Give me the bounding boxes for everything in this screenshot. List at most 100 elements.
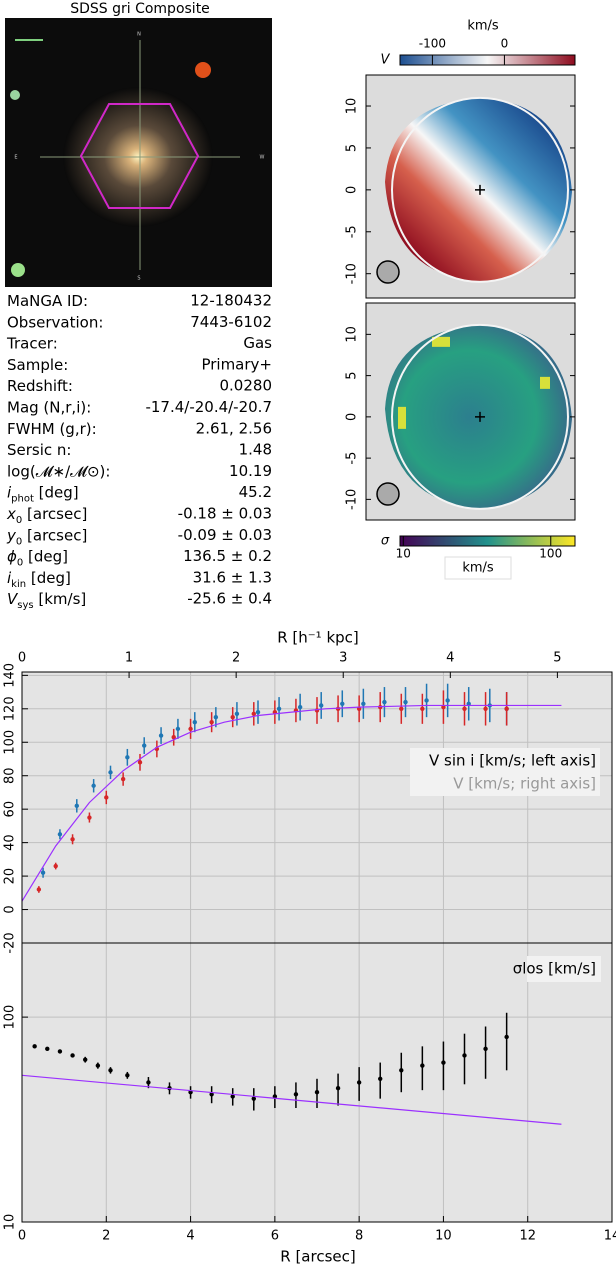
data-point	[483, 1046, 488, 1052]
y-tick-label: 0	[3, 905, 18, 913]
y-tick-label: 0	[345, 413, 360, 421]
info-value: 2.61, 2.56	[196, 419, 272, 437]
info-label: x0 [arcsec]	[6, 505, 87, 526]
data-point	[57, 832, 63, 837]
x2-tick-label: 5	[553, 651, 561, 666]
y-tick-label: 80	[3, 767, 18, 784]
y-tick-label: 100	[3, 730, 18, 755]
data-point	[319, 703, 324, 708]
label-text: Tracer:	[6, 334, 58, 352]
info-label: log(𝓜∗/𝓜⊙):	[7, 462, 110, 480]
x2-tick-label: 4	[446, 651, 454, 666]
info-label: MaNGA ID:	[7, 292, 88, 310]
x-tick-label: 8	[355, 1229, 363, 1244]
model-line	[21, 1074, 562, 1125]
x2-axis-label: R [h⁻¹ kpc]	[277, 629, 359, 647]
data-point	[335, 1085, 341, 1091]
info-value: -0.09 ± 0.03	[178, 526, 272, 544]
y-tick-label: 60	[3, 801, 18, 818]
data-point	[209, 719, 214, 725]
label-unit: [deg]	[34, 483, 79, 501]
y-tick-label: 10	[345, 326, 360, 343]
data-point	[293, 1092, 299, 1097]
data-point	[403, 699, 408, 705]
y-tick-label: -20	[3, 932, 18, 953]
beam	[376, 482, 400, 506]
data-point	[146, 1080, 151, 1085]
data-point	[356, 1080, 362, 1085]
data-point	[462, 706, 467, 712]
compass: E	[14, 155, 17, 161]
data-point	[53, 863, 58, 869]
data-point	[87, 815, 92, 820]
label-text: y	[6, 526, 17, 544]
model-ellipse	[391, 323, 569, 510]
data-point	[382, 699, 387, 705]
data-point	[314, 1090, 320, 1095]
label-unit: [deg]	[23, 547, 68, 565]
data-point	[108, 770, 113, 775]
data-point	[74, 803, 79, 809]
label-text: Observation:	[7, 313, 103, 331]
info-label: Tracer:	[6, 334, 58, 352]
colorbar-label: V	[381, 53, 391, 68]
y-tick-label: -5	[345, 452, 360, 465]
label-text: Mag (N,r,i):	[7, 398, 91, 416]
x2-tick-label: 1	[125, 651, 133, 666]
data-point	[230, 714, 235, 720]
data-point	[399, 706, 404, 712]
data-point	[171, 735, 176, 740]
data-point	[57, 1049, 63, 1054]
label-text: i	[7, 568, 12, 586]
x-tick-label: 12	[519, 1229, 536, 1244]
info-value: Gas	[243, 334, 272, 352]
model-line	[21, 704, 562, 902]
info-label: Sample:	[7, 355, 68, 373]
info-value: 45.2	[239, 483, 272, 501]
x2-tick-label: 3	[339, 651, 347, 666]
data-point	[234, 711, 240, 717]
data-point	[420, 706, 425, 712]
label-text: V	[7, 590, 19, 608]
info-value: 7443-6102	[190, 313, 272, 331]
data-point	[91, 783, 96, 788]
data-point	[158, 733, 164, 738]
x-axis-label: R [arcsec]	[280, 1248, 355, 1266]
compass: N	[137, 32, 141, 38]
compass: W	[260, 155, 265, 161]
info-value: 136.5 ± 0.2	[183, 547, 272, 565]
colorbar-label: σ	[381, 534, 390, 549]
data-point	[251, 711, 256, 717]
colorbar-tick-label: -100	[419, 37, 446, 51]
data-point	[95, 1063, 101, 1068]
info-label: Redshift:	[7, 377, 73, 395]
data-point	[255, 709, 261, 715]
label-text: ϕ	[7, 547, 17, 565]
data-point	[378, 1076, 383, 1081]
y-tick-label: 5	[345, 371, 360, 379]
colorbar-tick-label: 10	[396, 547, 411, 561]
star	[10, 90, 20, 100]
data-point	[125, 1073, 130, 1078]
data-point	[504, 1034, 509, 1040]
label-text: i	[7, 483, 12, 501]
data-point	[445, 698, 450, 703]
data-point	[120, 776, 126, 782]
data-point	[70, 837, 75, 842]
label-sub: 0	[16, 536, 22, 547]
data-point	[420, 1063, 425, 1068]
compass: S	[137, 276, 140, 282]
legend-entry: σlos [km/s]	[513, 960, 596, 978]
y-tick-label: -5	[345, 225, 360, 238]
y-tick-label: 100	[3, 1005, 18, 1030]
info-value: 0.0280	[220, 377, 273, 395]
label-text: x	[6, 505, 16, 523]
data-point	[125, 755, 130, 760]
info-label: Mag (N,r,i):	[7, 398, 91, 416]
info-label: Vsys [km/s]	[7, 590, 86, 611]
x-tick-label: 14	[604, 1229, 616, 1244]
data-point	[399, 1068, 404, 1073]
data-point	[32, 1044, 37, 1049]
label-unit: [km/s]	[34, 590, 87, 608]
